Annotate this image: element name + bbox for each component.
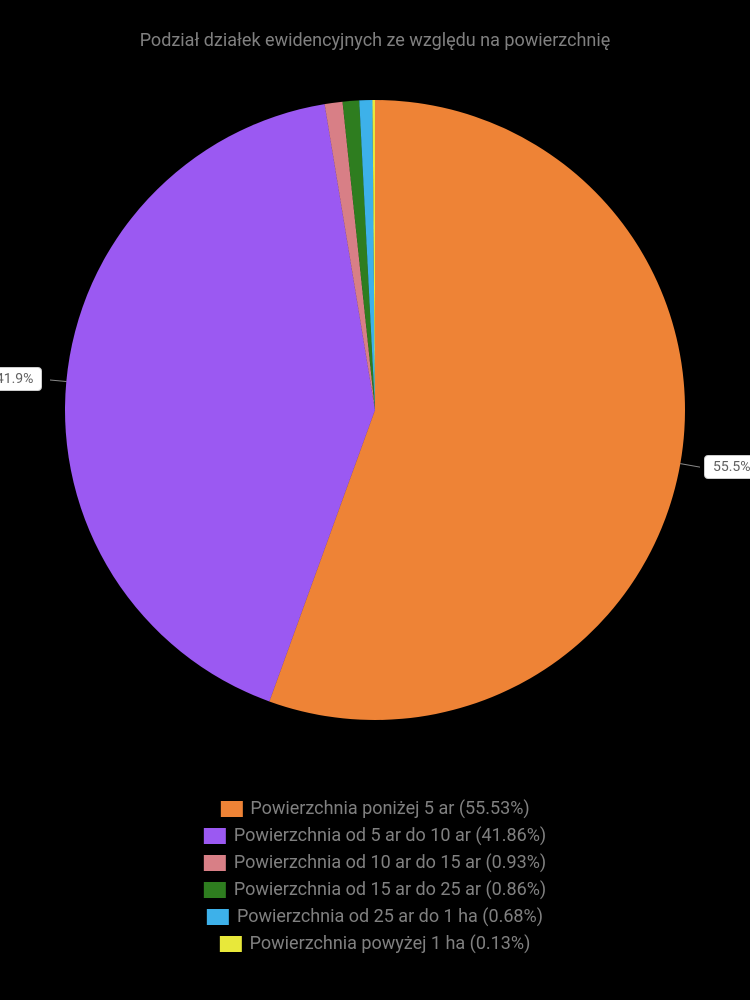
- legend-swatch: [204, 882, 226, 898]
- legend: Powierzchnia poniżej 5 ar (55.53%) Powier…: [204, 792, 546, 960]
- pie-chart-container: 55.5%41.9%: [50, 85, 700, 735]
- legend-item: Powierzchnia powyżej 1 ha (0.13%): [204, 933, 546, 954]
- callout-label: 41.9%: [0, 367, 42, 391]
- legend-item: Powierzchnia poniżej 5 ar (55.53%): [204, 798, 546, 819]
- legend-swatch: [207, 909, 229, 925]
- legend-swatch: [204, 855, 226, 871]
- legend-label: Powierzchnia poniżej 5 ar (55.53%): [250, 798, 529, 819]
- legend-item: Powierzchnia od 5 ar do 10 ar (41.86%): [204, 825, 546, 846]
- legend-label: Powierzchnia od 5 ar do 10 ar (41.86%): [234, 825, 546, 846]
- legend-swatch: [204, 828, 226, 844]
- legend-label: Powierzchnia od 25 ar do 1 ha (0.68%): [237, 906, 543, 927]
- callout-line: [680, 464, 700, 468]
- pie-chart: [50, 85, 700, 735]
- legend-label: Powierzchnia powyżej 1 ha (0.13%): [250, 933, 531, 954]
- chart-title: Podział działek ewidencyjnych ze względu…: [0, 0, 750, 51]
- legend-label: Powierzchnia od 10 ar do 15 ar (0.93%): [234, 852, 546, 873]
- callout-line: [50, 379, 66, 381]
- legend-item: Powierzchnia od 15 ar do 25 ar (0.86%): [204, 879, 546, 900]
- legend-swatch: [220, 936, 242, 952]
- legend-item: Powierzchnia od 25 ar do 1 ha (0.68%): [204, 906, 546, 927]
- legend-label: Powierzchnia od 15 ar do 25 ar (0.86%): [234, 879, 546, 900]
- legend-item: Powierzchnia od 10 ar do 15 ar (0.93%): [204, 852, 546, 873]
- legend-swatch: [220, 801, 242, 817]
- callout-label: 55.5%: [704, 455, 750, 479]
